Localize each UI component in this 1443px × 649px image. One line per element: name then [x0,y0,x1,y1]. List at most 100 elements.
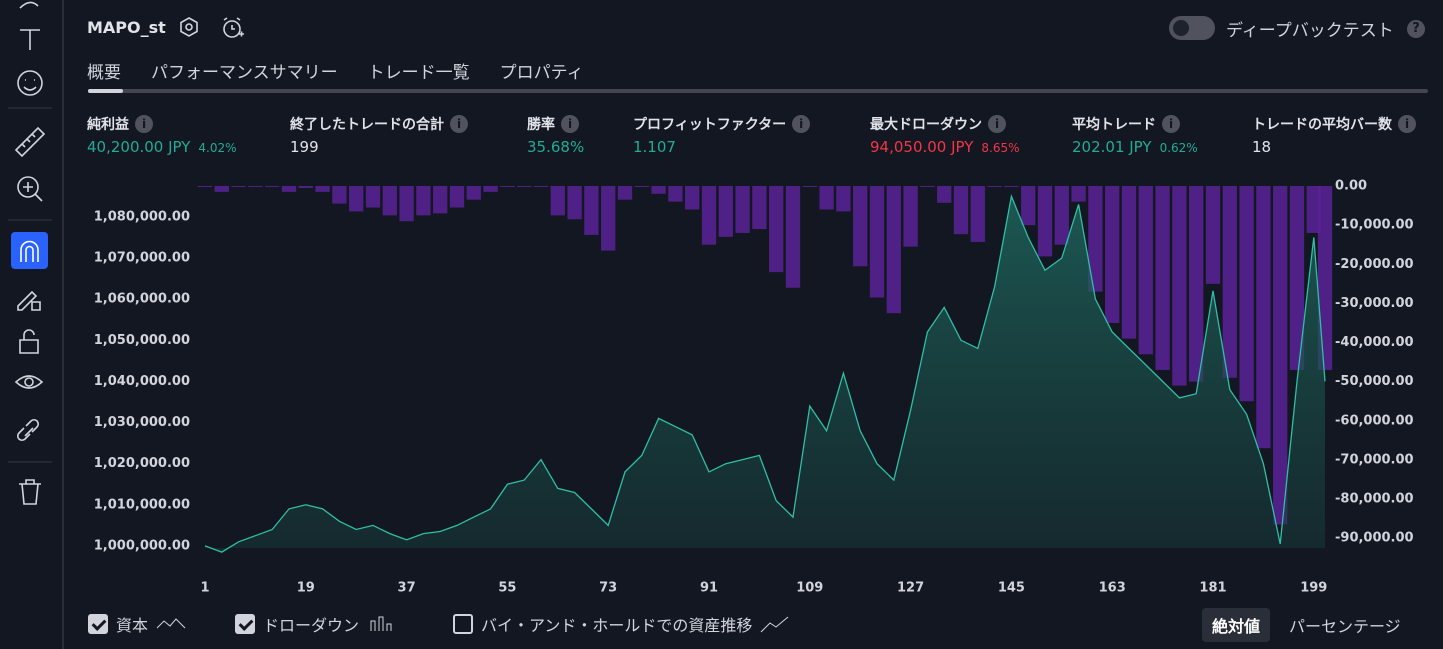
drawdown-bar [1273,186,1288,525]
drawdown-bar [886,186,901,314]
icon-trash[interactable] [19,479,41,505]
drawdown-bar [617,186,633,200]
tab[interactable]: パフォーマンスサマリー [151,63,338,83]
y-tick-label: 1,010,000.00 [94,497,190,512]
tab[interactable]: トレード一覧 [367,63,470,83]
icon-link[interactable] [16,418,40,442]
drawdown-toggle[interactable]: ドローダウン [235,612,395,636]
metric-label: 純利益 [87,117,129,133]
tab[interactable]: プロパティ [499,63,584,83]
info-icon[interactable]: i [135,115,153,133]
info-icon[interactable]: i [792,115,811,133]
info-icon[interactable]: i [988,115,1006,133]
y2-tick-label: 0.00 [1335,179,1367,194]
drawdown-bar [197,186,213,187]
icon-brush[interactable] [19,1,39,9]
metric-value: 199 [290,138,319,156]
metric: 終了したトレードの合計 i 199 [290,114,468,156]
metric-label-row: 純利益 i [87,114,237,134]
drawdown-bar [382,186,397,216]
metric: 最大ドローダウン i 94,050.00 JPY 8.65% [870,114,1020,156]
mode-percentage[interactable]: パーセンテージ [1289,617,1401,636]
drawdown-bar [1021,186,1036,226]
metric-value-row: 40,200.00 JPY 4.02% [87,138,237,156]
drawdown-bar [281,186,297,192]
info-icon[interactable]: i [561,115,579,133]
checkbox[interactable] [453,614,473,634]
info-icon[interactable]: i [1398,115,1416,133]
drawdown-bar [416,186,431,216]
info-icon[interactable]: i [1162,115,1180,133]
metric: トレードの平均バー数 i 18 [1252,114,1416,156]
drawdown-bar [1155,186,1170,370]
icon-unlock[interactable] [19,329,39,354]
drawdown-bar [248,186,263,187]
alert-icon[interactable] [221,16,245,40]
toolbar-icons [8,1,52,505]
strategy-name: MAPO_st [87,18,166,37]
x-tick-label: 73 [599,581,617,596]
drawdown-bar [349,186,364,212]
deep-backtest-toggle[interactable] [1169,16,1215,40]
checkbox[interactable] [235,614,255,634]
x-tick-label: 145 [998,581,1025,596]
drawdown-bar [853,186,868,267]
metric-label: 終了したトレードの合計 [290,117,444,133]
metric-value-row: 202.01 JPY 0.62% [1072,138,1198,156]
drawdown-bar [1088,186,1103,292]
drawdown-bar [1138,186,1153,355]
drawdown-bar [500,186,515,187]
drawdown-bar [1121,186,1137,339]
icon-zoom[interactable] [17,176,39,198]
y2-tick-label: -50,000.00 [1335,374,1414,389]
drawdown-bar [785,186,801,288]
drawdown-bar [533,186,549,187]
y-tick-label: 1,060,000.00 [94,292,190,307]
drawdown-bar [265,186,280,187]
drawdown-bar [920,186,935,187]
icon-magnet-active[interactable] [11,232,48,269]
metric-value: 1.107 [633,138,676,156]
equity-toggle[interactable]: 資本 [88,612,186,636]
icon-eye[interactable] [14,375,44,389]
y-tick-label: 1,070,000.00 [94,250,190,265]
tab-indicator [88,89,1428,93]
metric-value-row: 199 [290,138,468,156]
drawdown-bar [399,186,414,222]
x-tick-label: 37 [398,581,416,596]
y2-tick-label: -10,000.00 [1335,218,1414,233]
buy-hold-toggle[interactable]: バイ・アンド・ホールドでの資産推移 [453,612,790,636]
drawdown-bar [668,186,683,202]
metric-value-row: 35.68% [527,138,584,156]
icon-eye-pupil [24,377,34,387]
drawdown-legend: ドローダウン [263,616,360,635]
y-tick-label: 1,030,000.00 [94,415,190,430]
metric-value: 40,200.00 JPY [87,138,191,156]
icon-emoji[interactable] [17,70,43,96]
y2-tick-label: -90,000.00 [1335,531,1414,546]
settings-icon[interactable] [178,16,200,38]
metric-value: 202.01 JPY [1072,138,1152,156]
equity-legend: 資本 [116,616,149,635]
checkbox[interactable] [88,614,108,634]
drawdown-bar [903,186,918,247]
info-icon[interactable]: i [450,115,468,133]
metric-label: トレードの平均バー数 [1252,117,1392,133]
drawdown-bar [769,186,784,273]
y-tick-label: 1,020,000.00 [94,456,190,471]
equity-area [205,196,1325,553]
metric-sub: 0.62% [1159,141,1198,155]
drawdown-bar [953,186,969,235]
icon-lock-draw[interactable] [17,290,41,311]
metric: 勝率 i 35.68% [527,114,584,156]
help-icon[interactable]: ? [1407,20,1425,38]
x-tick-label: 163 [1099,581,1126,596]
icon-text[interactable] [20,29,40,50]
tab[interactable]: 概要 [87,63,121,83]
icon-emoji-face [23,79,37,91]
drawdown-bar [752,186,767,230]
mode-absolute[interactable]: 絶対値 [1202,608,1271,642]
buy-hold-icon [761,616,789,633]
icon-ruler[interactable] [14,126,46,158]
